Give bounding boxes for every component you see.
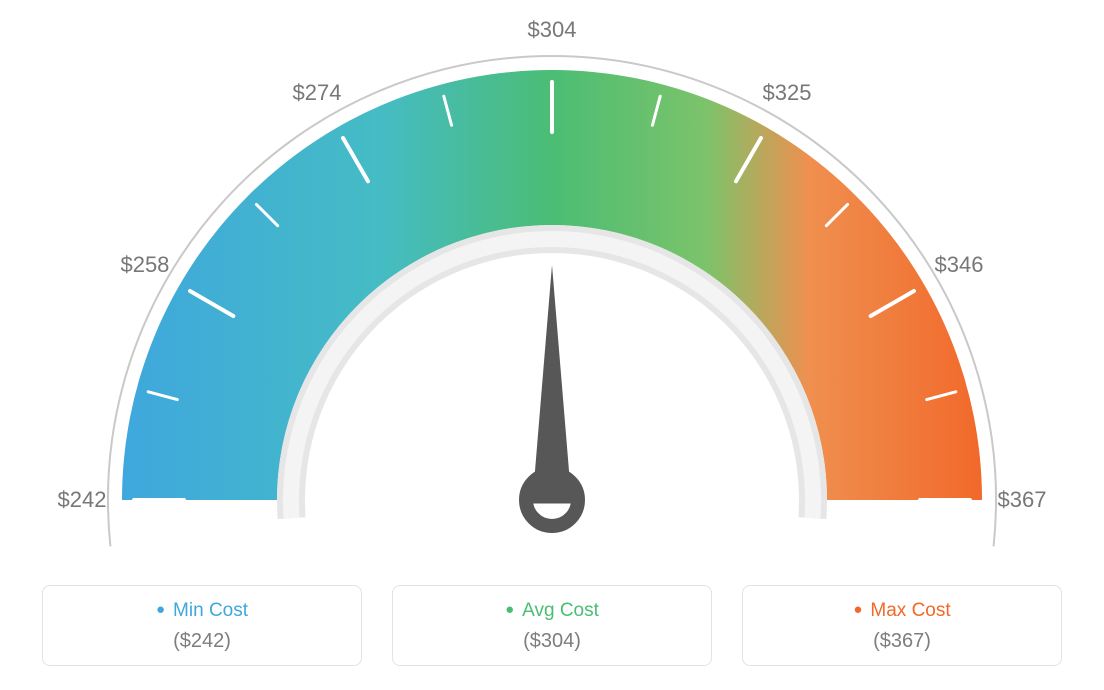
gauge-scale-label: $274 — [293, 80, 342, 106]
legend-min-label: Min Cost — [53, 600, 351, 622]
legend-card-max: Max Cost ($367) — [742, 585, 1062, 666]
gauge-scale-label: $258 — [120, 252, 169, 278]
gauge-scale-label: $304 — [528, 17, 577, 43]
gauge-scale-label: $325 — [763, 80, 812, 106]
gauge-scale-label: $346 — [935, 252, 984, 278]
legend-avg-value: ($304) — [403, 630, 701, 653]
legend-max-value: ($367) — [753, 630, 1051, 653]
legend-max-label: Max Cost — [753, 600, 1051, 622]
legend-card-min: Min Cost ($242) — [42, 585, 362, 666]
legend-avg-label: Avg Cost — [403, 600, 701, 622]
gauge-scale-label: $242 — [58, 487, 107, 513]
gauge-svg — [0, 0, 1104, 560]
legend-row: Min Cost ($242) Avg Cost ($304) Max Cost… — [0, 585, 1104, 666]
gauge-scale-label: $367 — [998, 487, 1047, 513]
legend-card-avg: Avg Cost ($304) — [392, 585, 712, 666]
legend-min-value: ($242) — [53, 630, 351, 653]
gauge-chart: $242 $258 $274 $304 $325 $346 $367 — [0, 0, 1104, 560]
